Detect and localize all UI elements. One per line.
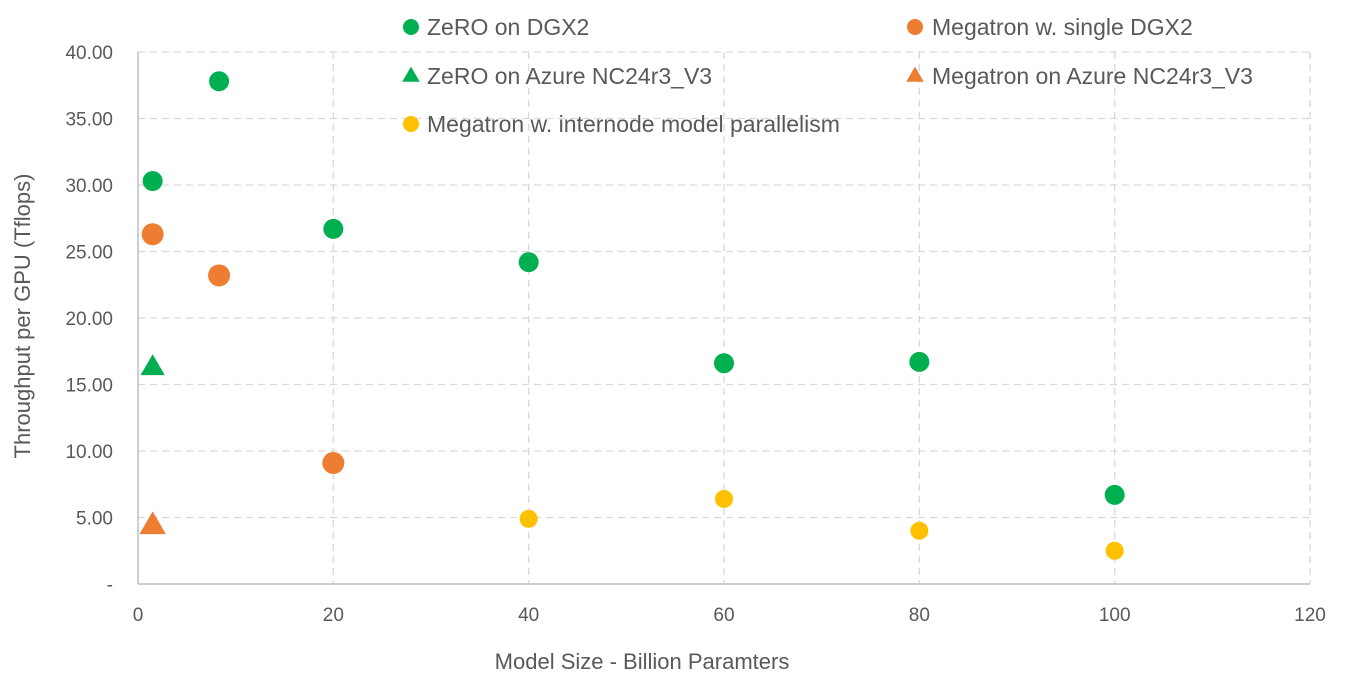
y-tick-label: 30.00 (65, 176, 113, 197)
x-tick-label: 0 (133, 605, 144, 626)
x-tick-label: 120 (1294, 605, 1326, 626)
data-point (208, 264, 231, 287)
y-tick-label: 15.00 (65, 376, 113, 397)
y-tick-label: - (107, 575, 113, 596)
legend-marker (402, 66, 420, 82)
y-tick-label: 10.00 (65, 442, 113, 463)
legend-item: ZeRO on Azure NC24r3_V3 (402, 63, 712, 89)
data-point (140, 354, 165, 376)
legend-label: Megatron w. single DGX2 (932, 14, 1193, 40)
legend-marker (403, 19, 419, 35)
legend-item: Megatron w. single DGX2 (907, 14, 1193, 40)
data-point (209, 71, 230, 92)
axes (137, 52, 1310, 585)
legend-label: ZeRO on DGX2 (427, 14, 589, 40)
gridlines (138, 51, 1311, 584)
y-tick-label: 20.00 (65, 309, 113, 330)
data-point (323, 218, 344, 239)
y-axis-title: Throughput per GPU (Tflops) (10, 174, 35, 459)
data-point (1105, 541, 1124, 560)
legend-item: ZeRO on DGX2 (403, 14, 589, 40)
x-tick-label: 40 (518, 605, 539, 626)
y-tick-label: 40.00 (65, 43, 113, 64)
data-point (1104, 484, 1125, 505)
legend-marker (403, 116, 419, 132)
data-point (715, 489, 733, 508)
y-tick-label: 25.00 (65, 243, 113, 264)
x-axis-tick-labels: 0 20 40 60 80 100 120 (133, 605, 1326, 626)
data-point (518, 252, 539, 273)
y-tick-label: 35.00 (65, 110, 113, 131)
x-tick-label: 80 (909, 605, 930, 626)
x-tick-label: 100 (1099, 605, 1131, 626)
legend-marker (906, 66, 924, 82)
y-tick-label: 5.00 (76, 509, 113, 530)
data-point (909, 351, 930, 372)
legend-label: ZeRO on Azure NC24r3_V3 (427, 63, 712, 89)
legend: ZeRO on DGX2 Megatron w. single DGX2 ZeRO … (402, 14, 1253, 137)
data-point (519, 509, 538, 528)
legend-item: Megatron on Azure NC24r3_V3 (906, 63, 1253, 89)
x-tick-label: 60 (713, 605, 734, 626)
data-point (714, 353, 734, 374)
y-axis-tick-labels: - 5.00 10.00 15.00 20.00 25.00 30.00 35.00 40.00 (65, 43, 113, 596)
data-point (141, 223, 164, 246)
legend-label: Megatron w. internode model parallelism (427, 111, 840, 137)
data-points (139, 71, 1125, 560)
x-tick-label: 20 (323, 605, 344, 626)
data-point (142, 171, 163, 192)
data-point (910, 521, 929, 540)
legend-item: Megatron w. internode model parallelism (403, 111, 840, 137)
data-point (322, 451, 345, 474)
data-point (139, 511, 166, 535)
legend-marker (907, 19, 923, 35)
legend-label: Megatron on Azure NC24r3_V3 (932, 63, 1253, 89)
x-axis-title: Model Size - Billion Paramters (495, 649, 790, 674)
